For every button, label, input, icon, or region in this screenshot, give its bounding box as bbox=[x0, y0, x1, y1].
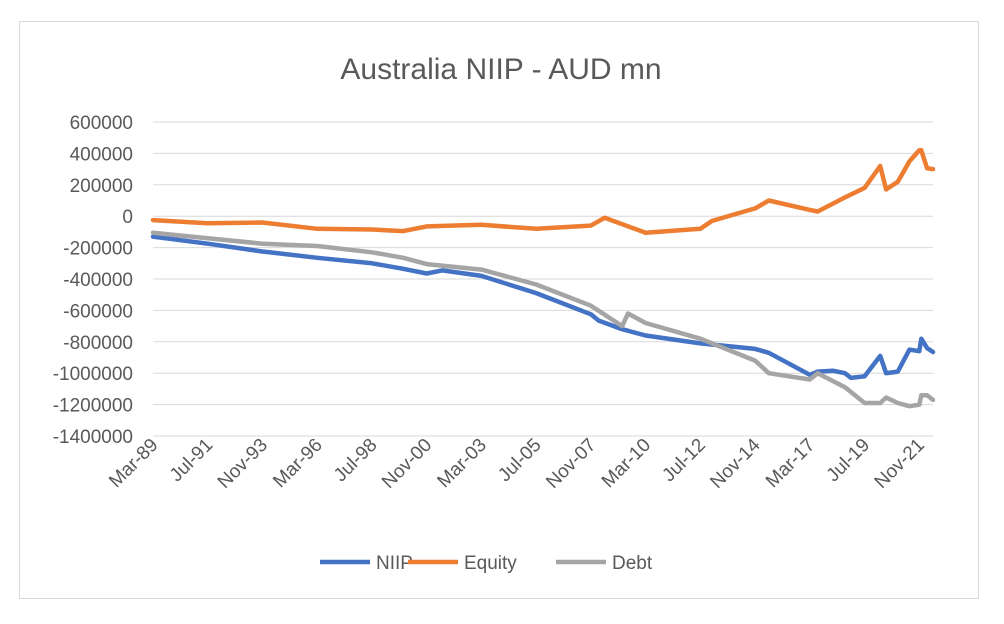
legend-label-niip: NIIP bbox=[376, 553, 413, 574]
x-tick-label: Mar-03 bbox=[434, 435, 491, 492]
line-chart: Australia NIIP - AUD mn 600000 400000 2000… bbox=[53, 53, 936, 574]
x-tick-label: Mar-10 bbox=[598, 435, 655, 492]
x-tick-label: Mar-17 bbox=[762, 435, 819, 492]
y-tick-label: -600000 bbox=[63, 301, 133, 322]
x-tick-label: Jul-91 bbox=[166, 435, 217, 486]
x-tick-label: Nov-00 bbox=[378, 435, 436, 493]
x-tick-label: Jul-12 bbox=[658, 435, 709, 486]
x-tick-label: Nov-14 bbox=[706, 434, 764, 492]
x-tick-label: Jul-05 bbox=[494, 435, 545, 486]
y-tick-label: 600000 bbox=[70, 113, 133, 134]
y-tick-label: -1000000 bbox=[53, 364, 133, 385]
x-tick-label: Nov-21 bbox=[871, 435, 929, 493]
series-line-equity bbox=[150, 148, 936, 235]
y-tick-label: -200000 bbox=[63, 239, 133, 260]
y-tick-label: -1200000 bbox=[53, 396, 133, 417]
y-tick-label: 200000 bbox=[70, 176, 133, 197]
y-tick-label: -800000 bbox=[63, 333, 133, 354]
x-tick-label: Jul-98 bbox=[330, 435, 381, 486]
x-tick-label: Nov-07 bbox=[542, 435, 600, 493]
x-tick-label: Mar-96 bbox=[269, 435, 326, 492]
series-line-debt bbox=[150, 230, 936, 409]
chart-frame: Australia NIIP - AUD mn 600000 400000 2000… bbox=[19, 21, 979, 599]
x-tick-label: Nov-93 bbox=[214, 435, 272, 493]
y-tick-label: -1400000 bbox=[53, 427, 133, 448]
y-tick-label: 0 bbox=[122, 207, 133, 228]
series-line-niip bbox=[150, 234, 936, 381]
series-lines bbox=[150, 148, 936, 409]
chart-title: Australia NIIP - AUD mn bbox=[340, 53, 661, 86]
legend-label-debt: Debt bbox=[612, 553, 653, 574]
legend: NIIP Equity Debt bbox=[320, 553, 653, 574]
y-axis-ticks: 600000 400000 200000 0 -200000 -400000 -600000… bbox=[53, 113, 133, 448]
legend-label-equity: Equity bbox=[464, 553, 517, 574]
y-tick-label: 400000 bbox=[70, 144, 133, 165]
y-tick-label: -400000 bbox=[63, 270, 133, 291]
x-tick-label: Jul-19 bbox=[823, 435, 874, 486]
gridlines bbox=[153, 121, 933, 437]
